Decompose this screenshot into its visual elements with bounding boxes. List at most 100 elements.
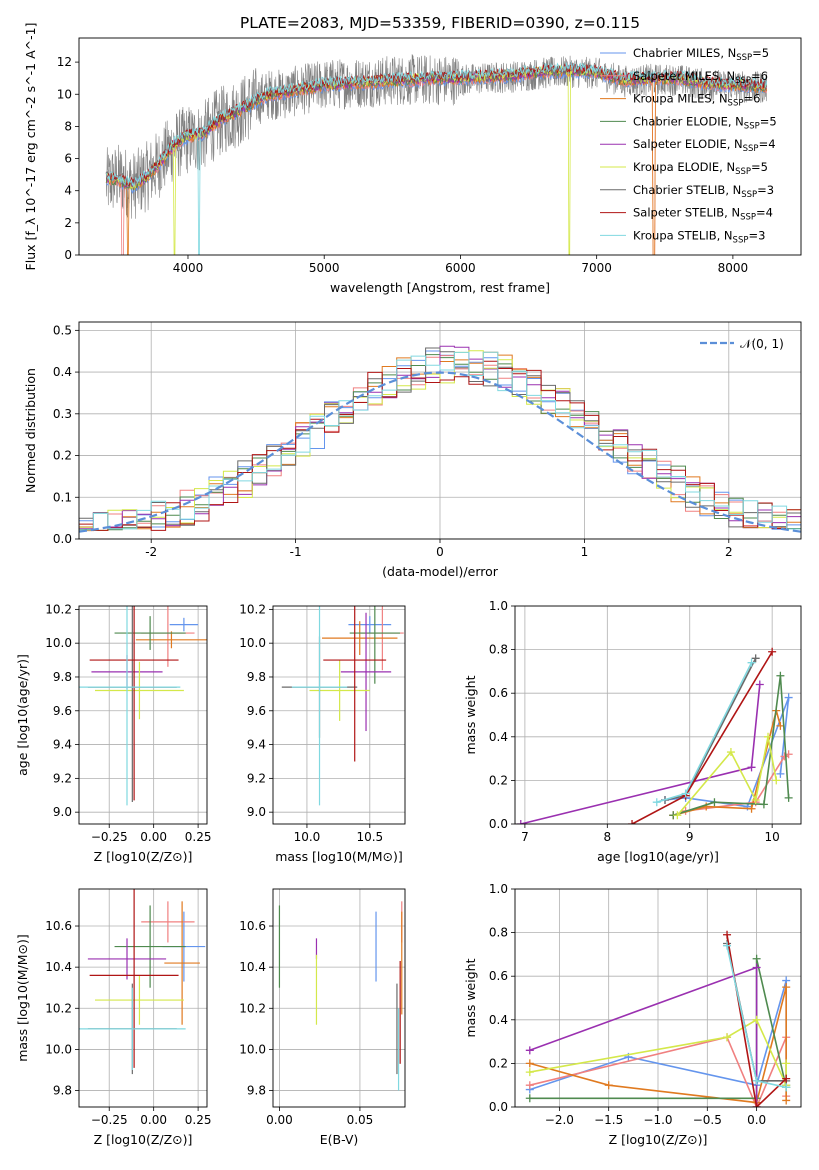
legend-entry: Kroupa STELIB, NSSP=3	[633, 228, 765, 245]
weight-marker	[747, 658, 756, 667]
frame-z-age	[78, 605, 208, 825]
weight-marker	[525, 1068, 534, 1077]
y-axis-label-z-age: age [log10(age/yr)]	[15, 654, 30, 776]
plot-area-z-mass	[79, 889, 207, 1107]
frame-age-weight	[514, 605, 802, 825]
y-axis-label-residuals: Normed distribution	[23, 368, 38, 493]
weight-marker	[784, 793, 793, 802]
y-tick-label-z-weight: 1.0	[489, 882, 508, 896]
y-tick-label-mass-age: 9.4	[247, 738, 266, 752]
y-tick-label-ebv-mass: 9.8	[247, 1084, 266, 1098]
y-tick-label-ebv-mass: 10.2	[239, 1001, 266, 1015]
legend-entry: Salpeter ELODIE, NSSP=4	[633, 137, 776, 154]
axes-residuals: -2 -1 0 1 2 0.0 0.1 0.2 0.3 0.4 0.5 (data-model)/er…	[23, 321, 802, 579]
x-tick-label-z-mass: −0.25	[91, 1113, 128, 1127]
x-axis-label-z-mass: Z [log10(Z/Z⊙)]	[94, 1132, 193, 1147]
y-tick-label-residuals: 0.3	[53, 407, 72, 421]
x-tick-label-z-mass: 0.25	[185, 1113, 212, 1127]
y-tick-label-age-weight: 0.8	[489, 643, 508, 657]
x-tick-label-age-weight: 10	[765, 830, 780, 844]
x-tick-label-z-weight: −0.5	[693, 1113, 722, 1127]
x-axis-label-age-weight: age [log10(age/yr)]	[597, 849, 719, 864]
legend-entry: Salpeter MILES, NSSP=6	[633, 69, 768, 86]
plot-area-mass-age	[273, 606, 405, 824]
y-tick-label-z-weight: 0.8	[489, 926, 508, 940]
y-tick-label-spectrum: 12	[57, 55, 72, 69]
weight-marker	[723, 941, 732, 950]
y-tick-label-z-weight: 0.4	[489, 1013, 508, 1027]
y-tick-label-residuals: 0.1	[53, 490, 72, 504]
x-tick-label-residuals: -2	[145, 545, 157, 559]
x-tick-label-z-weight: −1.0	[643, 1113, 672, 1127]
weight-marker	[782, 983, 791, 992]
x-tick-label-spectrum: 7000	[581, 261, 612, 275]
x-tick-label-ebv-mass: 0.00	[266, 1113, 293, 1127]
x-tick-label-z-age: −0.25	[91, 830, 128, 844]
weight-marker	[752, 1103, 761, 1107]
weight-marker	[525, 1059, 534, 1068]
weight-marker	[782, 1059, 791, 1068]
y-tick-label-z-age: 9.4	[53, 738, 72, 752]
y-tick-label-residuals: 0.5	[53, 323, 72, 337]
weight-marker	[723, 930, 732, 939]
weight-marker	[702, 802, 711, 811]
y-axis-label-z-weight: mass weight	[463, 958, 478, 1037]
legend-entry: Chabrier MILES, NSSP=5	[633, 46, 769, 63]
y-tick-label-spectrum: 4	[64, 184, 72, 198]
x-axis-label-ebv-mass: E(B-V)	[320, 1132, 359, 1147]
weight-marker	[752, 954, 761, 963]
y-tick-label-z-mass: 10.6	[45, 919, 72, 933]
frame-ebv-mass	[272, 888, 406, 1108]
weight-marker	[604, 1081, 613, 1090]
weight-marker	[772, 776, 781, 785]
axes-mass-age: 10.0 10.5 9.0 9.2 9.4 9.6 9.8 10.0 10.2 mass [log…	[239, 602, 406, 864]
weight-marker	[747, 804, 756, 813]
y-tick-label-mass-age: 9.2	[247, 771, 266, 785]
x-axis-label-z-weight: Z [log10(Z/Z⊙)]	[609, 1132, 708, 1147]
weight-marker	[710, 798, 719, 807]
normal-curve	[79, 371, 801, 533]
x-tick-label-residuals: 1	[581, 545, 589, 559]
x-axis-label-z-age: Z [log10(Z/Z⊙)]	[94, 849, 193, 864]
legend-entry: Kroupa ELODIE, NSSP=5	[633, 160, 768, 177]
legend-entry: 𝒩(0, 1)	[740, 337, 784, 351]
x-axis-label-mass-age: mass [log10(M/M⊙)]	[275, 849, 403, 864]
frame-z-mass	[78, 888, 208, 1108]
weight-marker	[759, 800, 768, 809]
frame-residuals	[78, 321, 802, 540]
weight-marker	[764, 732, 773, 741]
y-tick-label-residuals: 0.2	[53, 449, 72, 463]
x-axis-label-spectrum: wavelength [Angstrom, rest frame]	[330, 280, 550, 295]
legend-entry: Kroupa MILES, NSSP=6	[633, 92, 760, 109]
weight-marker	[723, 1033, 732, 1042]
y-tick-label-z-age: 9.0	[53, 805, 72, 819]
frame-mass-age	[272, 605, 406, 825]
spectrum-model-line	[105, 61, 768, 255]
y-axis-label-age-weight: mass weight	[463, 675, 478, 754]
weight-marker	[776, 671, 785, 680]
y-tick-label-z-age: 10.0	[45, 636, 72, 650]
weight-marker	[525, 1081, 534, 1090]
spectrum-model-line	[105, 62, 768, 187]
y-tick-label-mass-age: 9.8	[247, 670, 266, 684]
plot-area-ebv-mass	[273, 889, 405, 1107]
x-tick-label-z-weight: 0.0	[747, 1113, 766, 1127]
y-tick-label-z-age: 10.2	[45, 602, 72, 616]
y-tick-label-ebv-mass: 10.0	[239, 1042, 266, 1056]
weight-marker	[673, 811, 682, 820]
weight-marker	[681, 789, 690, 798]
y-tick-label-spectrum: 6	[64, 152, 72, 166]
x-tick-label-mass-age: 10.0	[294, 830, 321, 844]
weight-marker	[784, 693, 793, 702]
weight-marker	[628, 820, 637, 824]
y-tick-label-mass-age: 9.0	[247, 805, 266, 819]
weight-marker	[782, 1096, 791, 1105]
figure-title: PLATE=2083, MJD=53359, FIBERID=0390, z=0…	[240, 14, 640, 32]
y-tick-label-age-weight: 0.0	[489, 817, 508, 831]
x-tick-label-residuals: 2	[725, 545, 733, 559]
x-tick-label-z-age: 0.25	[185, 830, 212, 844]
y-tick-label-mass-age: 10.2	[239, 602, 266, 616]
plot-area-z-age	[79, 606, 207, 824]
plot-area-z-weight	[515, 889, 801, 1107]
weight-marker	[752, 1015, 761, 1024]
